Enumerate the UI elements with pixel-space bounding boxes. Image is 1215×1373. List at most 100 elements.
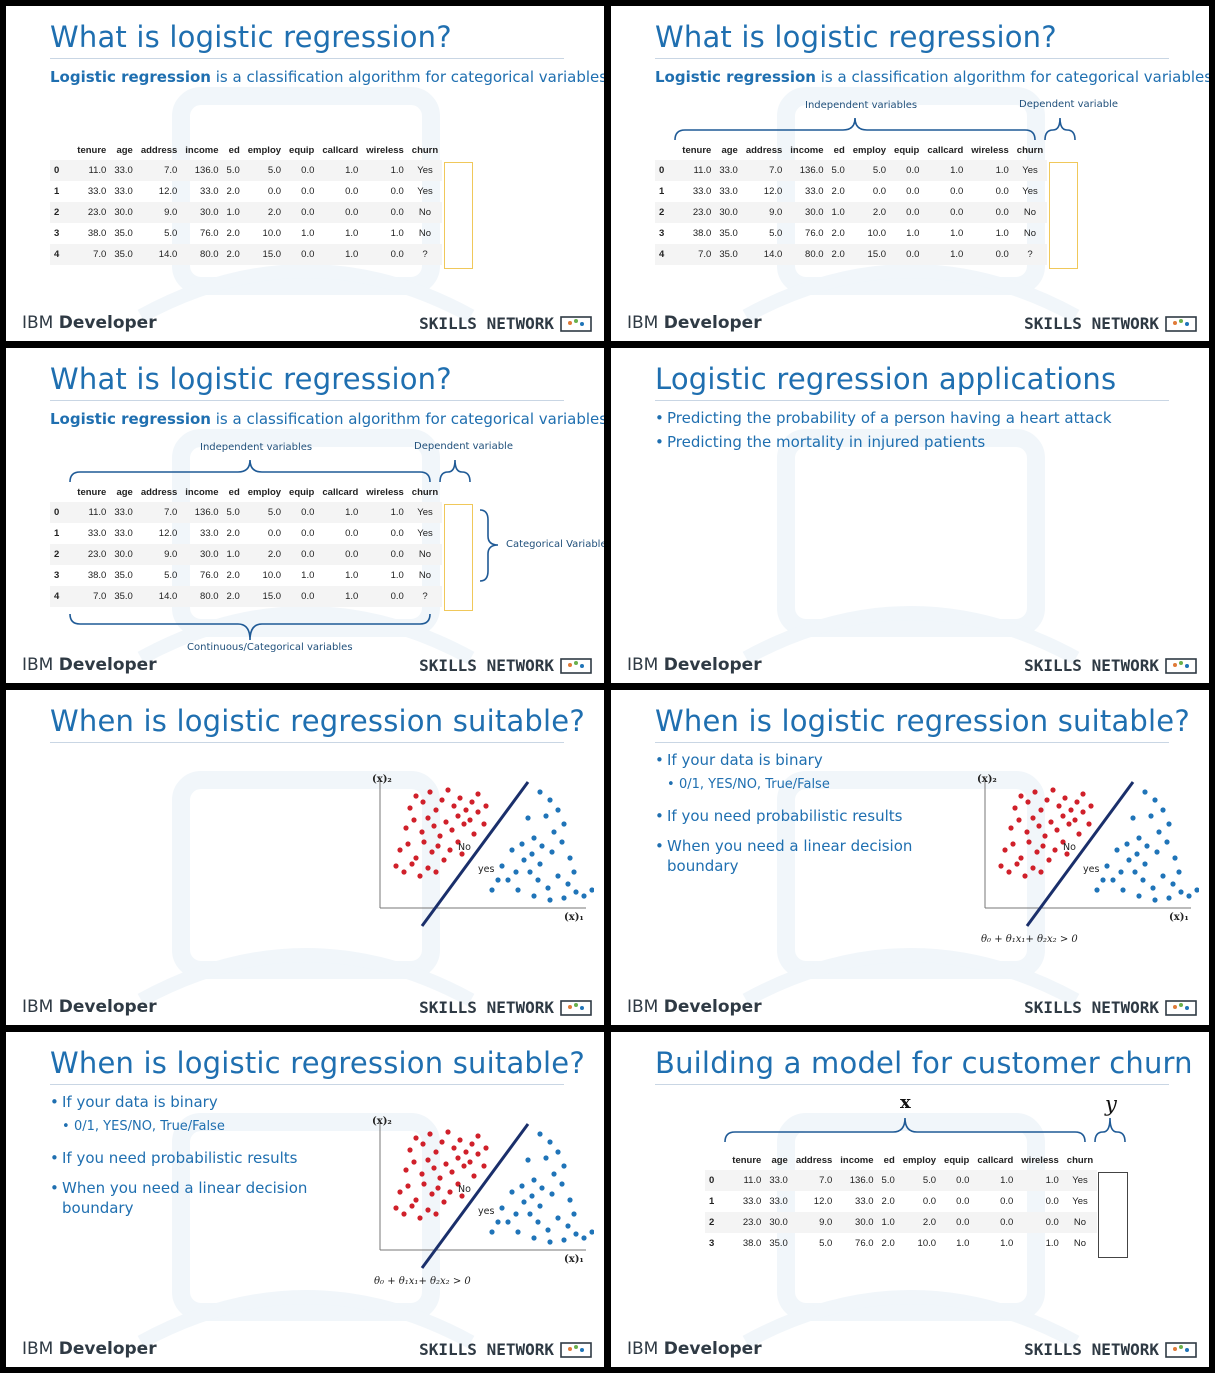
bullet-probabilistic: If you need probabilistic results <box>50 1148 310 1169</box>
blue-data-point <box>537 861 543 867</box>
red-data-point <box>439 1139 445 1145</box>
blue-data-point <box>1152 797 1158 803</box>
blue-data-point <box>515 887 521 893</box>
blue-data-point <box>559 1181 565 1187</box>
bullet-binary: If your data is binary <box>50 1092 310 1113</box>
red-data-point <box>429 849 435 855</box>
table-cell: 33.0 <box>692 186 712 197</box>
churn-table: tenure age address income ed employ equip callc… <box>50 140 443 265</box>
table-cell: 2.0 <box>226 528 240 539</box>
red-data-point <box>471 1173 477 1179</box>
blue-data-point <box>1166 895 1172 901</box>
ibm-developer-logo: IBM Developer <box>22 1339 157 1359</box>
red-data-point <box>407 1147 413 1153</box>
column-header: equip <box>894 144 920 156</box>
no-class-label: No <box>1063 842 1076 853</box>
y-axis-label: (x)₂ <box>977 774 997 785</box>
red-data-point <box>1068 807 1074 813</box>
churn-column-highlight <box>1049 162 1078 269</box>
table-cell: 23.0 <box>728 1212 766 1233</box>
column-header: ed <box>883 1154 895 1166</box>
red-data-point <box>411 817 417 823</box>
background-watermark <box>137 771 475 1007</box>
slide-1: What is logistic regression? Logistic re… <box>6 6 604 341</box>
red-data-point <box>427 1131 433 1137</box>
table-cell: 0.0 <box>872 186 887 197</box>
bullet-binary: If your data is binary <box>655 750 915 771</box>
table-cell: 33.0 <box>719 186 738 197</box>
table-cell: 7.0 <box>73 244 111 265</box>
table-cell: No <box>1073 1238 1087 1249</box>
skills-network-logo: SKILLS NETWORK <box>419 656 592 675</box>
table-cell: 1.0 <box>923 244 968 265</box>
table-cell: 5.0 <box>243 502 286 523</box>
slide-title: What is logistic regression? <box>655 20 1057 54</box>
slide-title: When is logistic regression suitable? <box>50 704 585 738</box>
title-divider <box>50 58 564 59</box>
red-data-point <box>1076 831 1082 837</box>
table-cell: 2.0 <box>848 202 891 223</box>
blue-data-point <box>1140 877 1146 883</box>
table-cell: 0.0 <box>1000 1196 1014 1207</box>
slide-title: What is logistic regression? <box>50 362 452 396</box>
table-cell: 33.0 <box>742 1196 762 1207</box>
red-data-point <box>1072 817 1078 823</box>
red-data-point <box>469 1141 475 1147</box>
blue-data-point <box>1166 821 1172 827</box>
row-index: 0 <box>50 502 74 523</box>
bullet-linear: When you need a linear decision boundary <box>655 836 915 877</box>
red-data-point <box>1034 849 1040 855</box>
table-cell: 136.0 <box>786 160 828 181</box>
red-data-point <box>419 1171 425 1177</box>
red-data-point <box>409 1203 415 1209</box>
red-data-point <box>467 1159 473 1165</box>
ibm-developer-logo: IBM Developer <box>22 655 157 675</box>
red-data-point <box>459 1193 465 1199</box>
red-data-point <box>1074 799 1080 805</box>
red-data-point <box>1030 865 1036 871</box>
table-header-row: tenure age address income ed employ equip callc… <box>50 482 442 502</box>
skills-network-logo: SKILLS NETWORK <box>419 998 592 1017</box>
red-data-point <box>481 821 487 827</box>
table-cell: Yes <box>417 186 433 197</box>
slide-6: When is logistic regression suitable? If… <box>611 690 1209 1025</box>
blue-data-point <box>525 815 531 821</box>
red-data-point <box>483 803 489 809</box>
blue-data-point <box>495 877 501 883</box>
table-cell: 7.0 <box>136 160 182 181</box>
red-data-point <box>425 1207 431 1213</box>
table-cell: 14.0 <box>741 244 787 265</box>
blue-data-point <box>499 863 505 869</box>
index-header <box>655 140 678 160</box>
red-data-point <box>407 805 413 811</box>
red-data-point <box>1026 839 1032 845</box>
column-header: callcard <box>927 144 964 156</box>
ibm-developer-logo: IBM Developer <box>627 655 762 675</box>
red-data-point <box>1046 857 1052 863</box>
blue-data-point <box>565 1223 571 1229</box>
table-row: 2 23.0 30.0 9.0 30.0 1.0 2.0 0.0 0.0 0.0 No <box>655 202 1048 223</box>
title-divider <box>655 1084 1169 1085</box>
table-cell: 10.0 <box>262 570 282 581</box>
red-data-point <box>421 839 427 845</box>
blue-data-point <box>555 807 561 813</box>
blue-data-point <box>495 1219 501 1225</box>
blue-data-point <box>531 1235 537 1241</box>
y-brace <box>1094 1117 1126 1143</box>
blue-data-point <box>513 1211 519 1217</box>
table-cell: 0.0 <box>940 1212 974 1233</box>
bullet-probabilistic: If you need probabilistic results <box>655 806 915 827</box>
column-header: wireless <box>366 144 404 156</box>
red-data-point <box>461 821 467 827</box>
red-data-point <box>1038 807 1044 813</box>
table-cell: 0.0 <box>890 202 924 223</box>
column-header: age <box>721 144 738 156</box>
red-data-point <box>1052 847 1058 853</box>
churn-column-highlight <box>1098 1172 1128 1258</box>
table-cell: 33.0 <box>87 528 107 539</box>
no-class-label: No <box>458 842 471 853</box>
blue-data-point <box>1104 863 1110 869</box>
blue-data-point <box>1160 807 1166 813</box>
table-cell: 1.0 <box>1045 1238 1059 1249</box>
table-cell: 30.0 <box>181 202 223 223</box>
